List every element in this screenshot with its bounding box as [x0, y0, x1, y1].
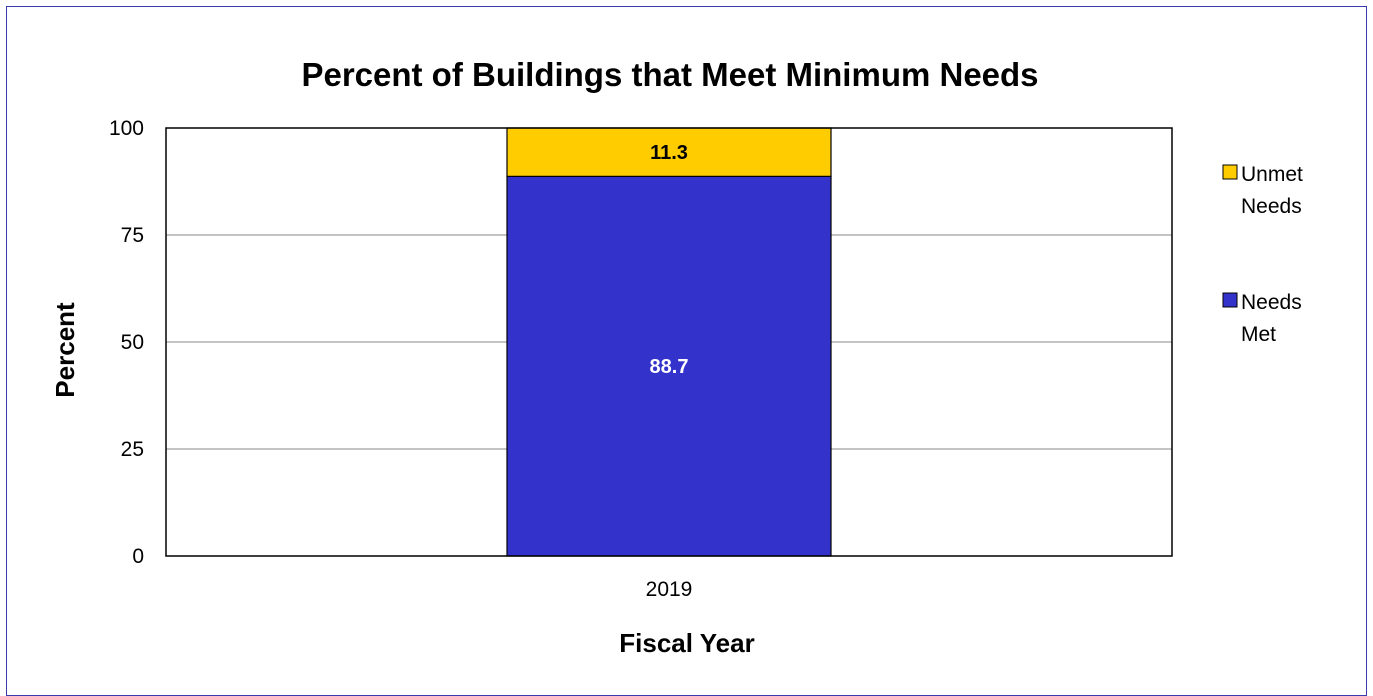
bar-segment-unmet-needs: [506, 127, 832, 177]
data-label: 88.7: [650, 356, 689, 378]
y-tick-labels: 0 25 50 75 100: [109, 117, 144, 568]
plot-area-border: [165, 127, 1173, 557]
legend-swatch: [1222, 292, 1238, 308]
legend-label: Unmet: [1241, 163, 1303, 186]
legend-label: Needs: [1241, 291, 1302, 314]
data-label: 11.3: [650, 142, 688, 164]
legend: Unmet Needs Needs Met: [1222, 163, 1303, 346]
x-tick-labels: 2019: [646, 578, 693, 601]
y-tick-label: 0: [132, 545, 144, 568]
y-axis-title: Percent: [50, 302, 80, 398]
bars: [506, 127, 832, 557]
legend-swatch: [1222, 164, 1238, 180]
data-labels: 88.7 11.3: [650, 142, 689, 378]
chart-title: Percent of Buildings that Meet Minimum N…: [301, 56, 1038, 93]
y-tick-label: 25: [121, 438, 144, 461]
y-tick-label: 100: [109, 117, 144, 140]
y-tick-label: 50: [121, 331, 144, 354]
y-tick-label: 75: [121, 224, 144, 247]
legend-label: Met: [1241, 323, 1276, 346]
x-axis-title: Fiscal Year: [619, 628, 754, 658]
x-tick-label: 2019: [646, 578, 693, 601]
legend-label: Needs: [1241, 195, 1302, 218]
